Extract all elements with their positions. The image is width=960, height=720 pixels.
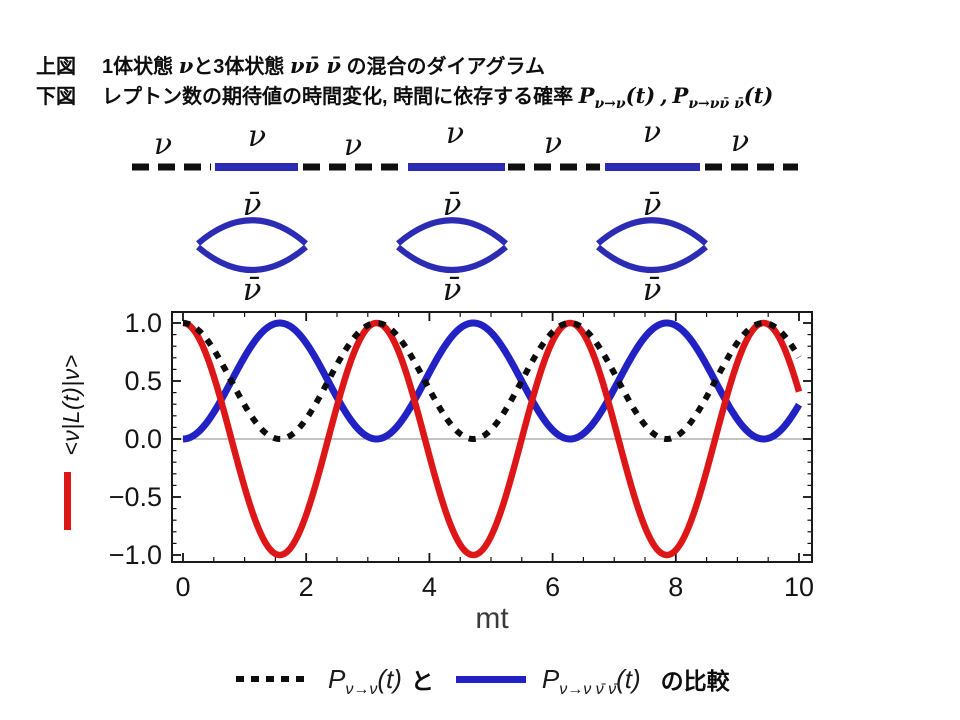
caption-top-text-a: 1体状態 bbox=[102, 56, 179, 78]
y-axis-label: <ν|L(t)|ν> bbox=[58, 354, 84, 456]
y-tick-label: 1.0 bbox=[124, 308, 162, 338]
nu-symbol: ν bbox=[178, 53, 194, 78]
nu-label: ν bbox=[154, 127, 172, 162]
three-body-state-symbol: νν̄ ν̄ bbox=[289, 53, 341, 78]
comma-separator: , bbox=[660, 83, 668, 108]
nu-label: ν bbox=[643, 115, 661, 150]
legend-and-text: と bbox=[410, 668, 434, 694]
caption-top-label: 上図 bbox=[36, 56, 76, 78]
legend-p1-base: P bbox=[328, 663, 346, 694]
x-tick-label: 2 bbox=[299, 572, 314, 602]
legend-solid-label: Pν→ν ν̄ ν̄(t) bbox=[541, 663, 641, 698]
x-tick-label: 8 bbox=[668, 572, 683, 602]
p1-argument: (t) bbox=[625, 83, 656, 108]
probability-nu-to-nu: Pν→ν(t) bbox=[578, 83, 656, 111]
nubar-label: ν̄ bbox=[643, 272, 662, 308]
loop-bottom-arc bbox=[596, 244, 708, 273]
x-axis-label: mt bbox=[475, 602, 509, 635]
nu-label: ν bbox=[731, 124, 749, 159]
nubar-label: ν̄ bbox=[243, 187, 262, 223]
legend-p2-base: P bbox=[541, 663, 560, 694]
caption-bottom: 下図 レプトン数の期待値の時間変化, 時間に依存する確率 Pν→ν(t), Pν→ν… bbox=[36, 80, 774, 111]
chart-legend: Pν→ν(t) と Pν→ν ν̄ ν̄(t) の比較 bbox=[236, 662, 730, 698]
legend-p2-subscript: ν→ν ν̄ ν̄ bbox=[559, 680, 617, 698]
series-curve-1 bbox=[180, 319, 803, 559]
antineutrino-loop: ν̄ ν̄ bbox=[396, 187, 508, 308]
loop-bottom-arc bbox=[396, 244, 508, 273]
legend-p2-argument: (t) bbox=[616, 663, 641, 694]
caption-bottom-label: 下図 bbox=[36, 86, 76, 108]
y-tick-label: −0.5 bbox=[109, 482, 162, 512]
p1-base: P bbox=[578, 83, 595, 108]
nu-label: ν bbox=[248, 119, 266, 154]
caption-bottom-text: レプトン数の期待値の時間変化, 時間に依存する確率 bbox=[102, 86, 579, 108]
y-tick-label: −1.0 bbox=[109, 540, 162, 570]
loop-top-arc bbox=[396, 217, 508, 246]
loop-bottom-arc bbox=[196, 244, 308, 273]
caption-top-text-b: と3体状態 bbox=[193, 56, 290, 78]
solid-line-swatch bbox=[455, 675, 526, 683]
probability-nu-to-nununu: Pν→νν̄ ν̄(t) bbox=[672, 83, 774, 111]
y-tick-label: 0.5 bbox=[124, 366, 162, 396]
nubar-label: ν̄ bbox=[243, 272, 262, 308]
x-tick-label: 10 bbox=[784, 572, 814, 602]
nubar-label: ν̄ bbox=[443, 187, 462, 223]
plot-frame bbox=[171, 311, 813, 563]
antineutrino-loop: ν̄ ν̄ bbox=[196, 187, 308, 308]
nubar-label: ν̄ bbox=[443, 272, 462, 308]
nu-label: ν bbox=[544, 126, 562, 161]
legend-p1-subscript: ν→ν bbox=[345, 680, 378, 698]
legend-comparison-text: の比較 bbox=[660, 668, 730, 694]
nu-label: ν bbox=[446, 116, 464, 151]
red-curve-axis-marker bbox=[64, 472, 71, 530]
legend-dotted-label: Pν→ν(t) bbox=[328, 663, 402, 698]
caption-top: 上図 1体状態 νと3体状態 νν̄ ν̄ の混合のダイアグラム bbox=[36, 50, 545, 79]
p2-subscript: ν→νν̄ ν̄ bbox=[688, 96, 744, 113]
nu-label: ν bbox=[344, 128, 362, 163]
y-tick-label: 0.0 bbox=[124, 424, 162, 454]
x-tick-label: 4 bbox=[422, 572, 437, 602]
dotted-line-swatch bbox=[236, 676, 310, 682]
loop-top-arc bbox=[596, 217, 708, 246]
legend-p1-argument: (t) bbox=[377, 663, 402, 694]
x-tick-label: 0 bbox=[175, 572, 190, 602]
x-tick-label: 6 bbox=[545, 572, 560, 602]
caption-top-text-c: の混合のダイアグラム bbox=[340, 56, 545, 78]
nubar-label: ν̄ bbox=[643, 187, 662, 223]
antineutrino-loop: ν̄ ν̄ bbox=[596, 187, 708, 308]
p2-argument: (t) bbox=[743, 83, 774, 108]
p1-subscript: ν→ν bbox=[594, 96, 626, 113]
series-curve-2 bbox=[181, 320, 802, 442]
series-curve-0 bbox=[180, 319, 803, 443]
p2-base: P bbox=[672, 83, 689, 108]
loop-top-arc bbox=[196, 217, 308, 246]
